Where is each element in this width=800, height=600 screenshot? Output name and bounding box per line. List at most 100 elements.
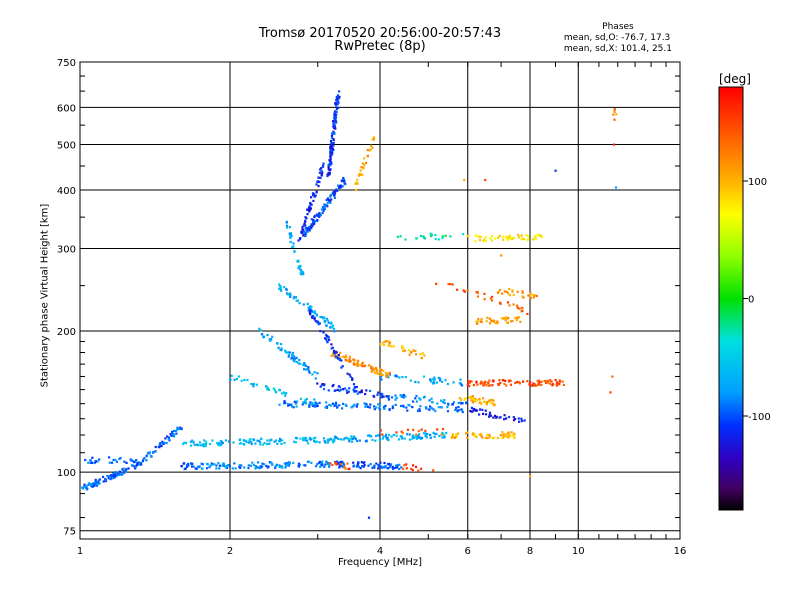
echo-point bbox=[422, 396, 425, 399]
echo-point bbox=[322, 437, 326, 440]
echo-point bbox=[302, 364, 305, 367]
echo-point bbox=[487, 436, 490, 439]
echo-point bbox=[359, 391, 362, 394]
echo-point bbox=[480, 402, 483, 405]
echo-point bbox=[441, 400, 445, 404]
echo-point bbox=[489, 398, 492, 402]
echo-point bbox=[331, 326, 334, 329]
echo-point bbox=[109, 477, 112, 480]
echo-point bbox=[334, 355, 337, 358]
echo-point bbox=[299, 397, 302, 400]
echo-point bbox=[330, 347, 333, 350]
echo-point bbox=[338, 185, 341, 188]
echo-point bbox=[449, 235, 452, 238]
echo-point bbox=[498, 288, 502, 292]
echo-point bbox=[98, 458, 101, 461]
echo-point bbox=[131, 464, 134, 467]
echo-point bbox=[179, 426, 182, 429]
echo-point bbox=[478, 238, 481, 242]
phase-stats-x: mean, sd,X: 101.4, 25.1 bbox=[563, 44, 672, 54]
echo-point bbox=[404, 376, 407, 379]
echo-point bbox=[471, 433, 474, 436]
echo-point bbox=[280, 442, 283, 445]
echo-point bbox=[333, 116, 336, 119]
echo-point bbox=[334, 401, 338, 404]
echo-point bbox=[359, 467, 362, 470]
echo-point bbox=[329, 158, 332, 161]
echo-point bbox=[504, 379, 507, 382]
echo-point bbox=[308, 205, 311, 208]
echo-point bbox=[297, 462, 301, 465]
echo-point bbox=[436, 428, 439, 431]
echo-point bbox=[252, 383, 255, 386]
echo-point bbox=[438, 376, 441, 380]
echo-point bbox=[419, 437, 422, 441]
echo-point bbox=[355, 404, 358, 407]
echo-point bbox=[483, 292, 486, 295]
echo-point bbox=[408, 438, 411, 441]
echo-point bbox=[387, 340, 390, 343]
echo-point bbox=[507, 292, 510, 295]
echo-point bbox=[609, 391, 612, 394]
echo-point bbox=[496, 436, 500, 440]
echo-point bbox=[369, 403, 372, 406]
echo-point bbox=[498, 234, 501, 237]
echo-point bbox=[398, 467, 401, 471]
echo-point bbox=[318, 212, 321, 215]
echo-point bbox=[478, 433, 481, 436]
echo-point bbox=[316, 402, 319, 405]
echo-point bbox=[482, 384, 485, 387]
echo-point bbox=[411, 435, 414, 438]
echo-point bbox=[284, 350, 287, 354]
echo-point bbox=[108, 475, 111, 478]
echo-point bbox=[175, 429, 178, 432]
echo-point bbox=[310, 305, 313, 308]
echo-point bbox=[268, 442, 271, 445]
echo-point bbox=[85, 485, 88, 488]
echo-point bbox=[328, 338, 331, 341]
echo-point bbox=[613, 110, 616, 113]
echo-point bbox=[496, 320, 499, 323]
echo-point bbox=[274, 466, 277, 469]
echo-point bbox=[336, 406, 339, 409]
echo-point bbox=[307, 306, 310, 310]
echo-point bbox=[327, 167, 330, 170]
echo-point bbox=[354, 390, 357, 393]
echo-point bbox=[135, 464, 138, 467]
echo-point bbox=[328, 463, 331, 466]
echo-point bbox=[123, 470, 126, 473]
echo-point bbox=[512, 293, 515, 296]
echo-point bbox=[483, 382, 487, 385]
echo-point bbox=[224, 439, 227, 442]
echo-point bbox=[460, 408, 463, 411]
echo-point bbox=[254, 465, 257, 468]
echo-point bbox=[509, 237, 512, 240]
echo-point bbox=[110, 474, 113, 477]
echo-point bbox=[334, 127, 337, 130]
echo-point bbox=[503, 290, 506, 293]
echo-point bbox=[489, 237, 492, 240]
echo-point bbox=[322, 162, 325, 165]
echo-point bbox=[265, 464, 268, 467]
echo-point bbox=[97, 479, 100, 482]
echo-point bbox=[554, 379, 557, 382]
echo-point bbox=[318, 461, 321, 464]
echo-point bbox=[309, 307, 312, 310]
echo-point bbox=[613, 118, 616, 121]
echo-point bbox=[344, 359, 347, 362]
echo-point bbox=[280, 347, 283, 350]
echo-point bbox=[90, 484, 93, 487]
echo-point bbox=[200, 462, 203, 465]
echo-point bbox=[323, 321, 327, 324]
echo-point bbox=[382, 341, 385, 344]
echo-point bbox=[485, 402, 489, 406]
echo-point bbox=[430, 397, 433, 400]
echo-point bbox=[383, 466, 386, 469]
echo-point bbox=[490, 398, 493, 401]
echo-point bbox=[313, 439, 316, 442]
echo-point bbox=[521, 291, 524, 294]
echo-point bbox=[441, 436, 444, 439]
echo-point bbox=[408, 349, 411, 352]
y-tick-label: 100 bbox=[57, 468, 76, 479]
echo-point bbox=[302, 303, 305, 306]
